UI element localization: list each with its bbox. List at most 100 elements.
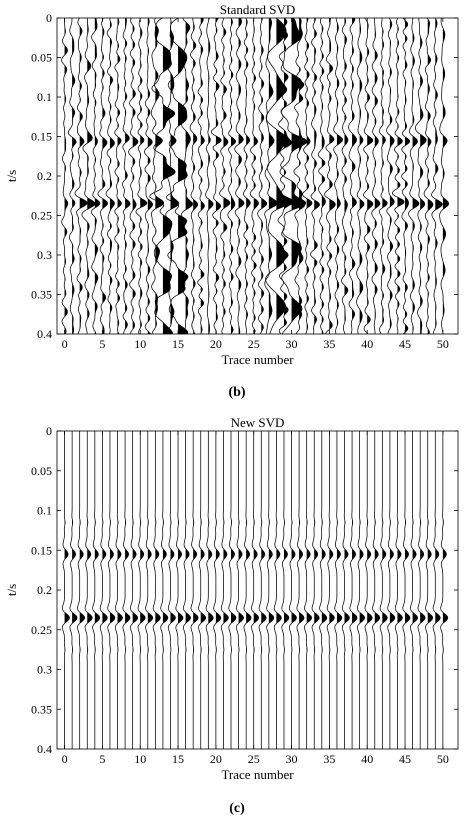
y-tick-label: 0.1 <box>37 90 52 104</box>
trace-fill-43 <box>389 520 395 653</box>
y-tick-label: 0.4 <box>37 327 52 341</box>
trace-fill-48 <box>427 520 433 653</box>
trace-46 <box>408 18 420 334</box>
trace-49 <box>431 18 443 334</box>
y-tick-label: 0.15 <box>31 130 52 144</box>
trace-35 <box>326 431 335 749</box>
y-tick-label: 0.25 <box>31 623 52 637</box>
trace-fill-27 <box>268 520 274 653</box>
trace-fill-25 <box>253 520 259 653</box>
trace-fill-36 <box>336 520 342 653</box>
x-tick-label: 30 <box>286 337 298 351</box>
trace-fill-8 <box>125 18 131 330</box>
trace-28 <box>265 18 290 334</box>
trace-fill-6 <box>109 520 115 653</box>
y-tick-label: 0 <box>46 11 52 25</box>
trace-fill-11 <box>147 520 153 653</box>
trace-fill-10 <box>140 28 147 329</box>
x-tick-label: 5 <box>99 337 105 351</box>
trace-14 <box>165 18 180 334</box>
trace-fill-13 <box>162 520 168 653</box>
trace-fill-15 <box>178 520 183 653</box>
trace-16 <box>181 18 193 334</box>
trace-38 <box>348 18 357 334</box>
trace-39 <box>357 431 365 749</box>
trace-24 <box>243 18 251 334</box>
x-tick-label: 40 <box>361 752 373 766</box>
trace-fill-30 <box>291 520 297 653</box>
trace-fill-20 <box>215 18 222 334</box>
trace-5 <box>97 18 108 334</box>
trace-25 <box>249 18 259 334</box>
trace-4 <box>92 431 101 749</box>
panel-caption: (c) <box>229 801 245 816</box>
trace-13 <box>160 431 169 749</box>
trace-40 <box>363 18 374 334</box>
trace-fill-41 <box>374 28 380 334</box>
y-axis-label: t/s <box>4 170 19 182</box>
trace-fill-13 <box>162 46 176 334</box>
x-tick-label: 25 <box>248 337 260 351</box>
x-tick-label: 45 <box>399 337 411 351</box>
trace-44 <box>392 18 405 334</box>
trace-fill-21 <box>223 28 230 316</box>
trace-12 <box>152 431 161 749</box>
trace-fill-6 <box>109 21 115 332</box>
trace-fill-18 <box>200 520 206 653</box>
trace-26 <box>257 18 268 334</box>
traces <box>61 431 449 749</box>
trace-48 <box>423 18 434 334</box>
trace-fill-25 <box>253 25 259 334</box>
trace-35 <box>324 18 336 334</box>
x-tick-label: 35 <box>323 337 335 351</box>
trace-50 <box>440 431 449 749</box>
trace-fill-22 <box>231 18 236 334</box>
trace-fill-47 <box>420 520 426 653</box>
panel-caption: (b) <box>228 385 245 400</box>
chart-title: New SVD <box>231 415 285 430</box>
trace-fill-16 <box>185 520 191 653</box>
trace-fill-26 <box>261 520 267 653</box>
trace-18 <box>197 18 205 334</box>
trace-1 <box>69 431 78 749</box>
y-tick-label: 0.2 <box>37 583 52 597</box>
panel-new-svd: 0 5 10 15 20 25 30 35 40 45 50 0 0.05 0.1 0.15 0.2 0.25 0… <box>4 415 459 816</box>
trace-fill-50 <box>442 29 449 317</box>
trace-fill-37 <box>344 520 350 653</box>
trace-fill-28 <box>276 18 290 321</box>
trace-fill-28 <box>276 520 282 653</box>
trace-29 <box>277 18 294 334</box>
trace-fill-24 <box>246 19 251 332</box>
trace-fill-10 <box>140 520 146 653</box>
trace-fill-32 <box>306 520 312 653</box>
trace-fill-43 <box>389 20 395 329</box>
trace-40 <box>364 431 373 749</box>
trace-fill-23 <box>238 520 244 653</box>
trace-20 <box>213 431 222 749</box>
panel-standard-svd: 0 5 10 15 20 25 30 35 40 45 50 0 0.05 0.1 0.15 0.2 0.25 0… <box>4 2 459 400</box>
trace-fill-44 <box>397 18 405 334</box>
trace-fill-9 <box>132 25 138 330</box>
x-tick-label: 20 <box>210 337 222 351</box>
trace-fill-34 <box>321 520 327 653</box>
trace-47 <box>414 18 427 334</box>
trace-fill-12 <box>155 24 164 328</box>
x-tick-label: 30 <box>286 752 298 766</box>
trace-32 <box>304 431 312 749</box>
trace-fill-49 <box>435 520 441 653</box>
trace-fill-40 <box>367 520 373 653</box>
trace-15 <box>175 431 184 749</box>
axes-box <box>56 430 459 750</box>
trace-fill-2 <box>79 26 88 330</box>
trace-fill-46 <box>412 33 419 333</box>
trace-38 <box>349 431 358 749</box>
trace-fill-2 <box>79 520 85 653</box>
trace-34 <box>319 431 328 749</box>
x-tick-label: 20 <box>210 752 222 766</box>
trace-19 <box>205 18 214 334</box>
trace-41 <box>371 18 381 334</box>
x-tick-label: 15 <box>172 337 184 351</box>
trace-30 <box>288 431 297 749</box>
x-tick-label: 10 <box>134 337 146 351</box>
